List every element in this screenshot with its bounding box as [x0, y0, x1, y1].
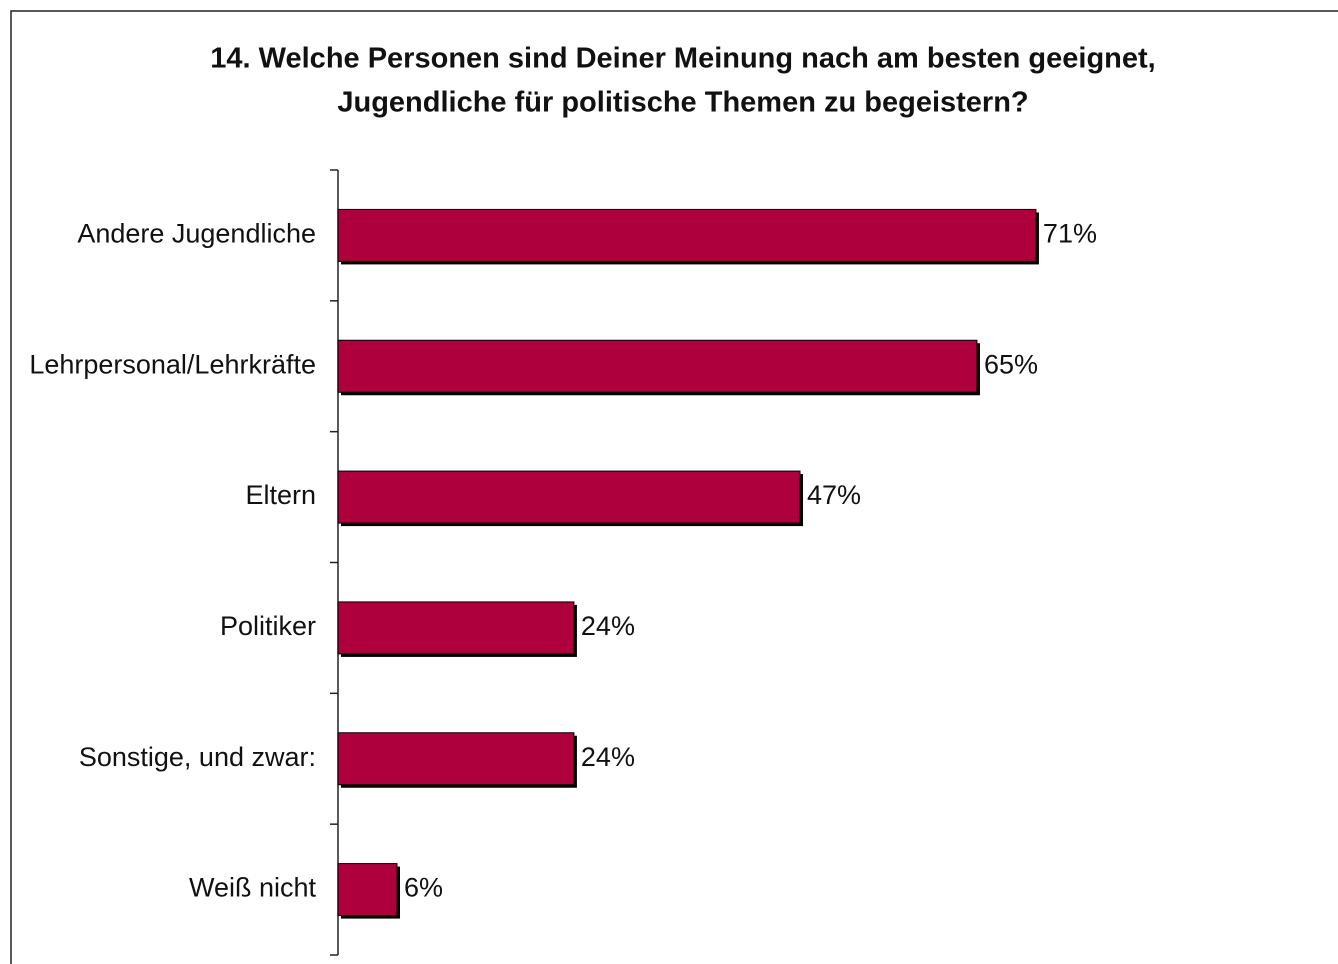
- value-label: 24%: [581, 742, 635, 772]
- frame: [10, 10, 1338, 964]
- value-label: 71%: [1043, 219, 1097, 249]
- bar: [337, 601, 575, 655]
- category-label: Eltern: [245, 480, 316, 510]
- category-label: Weiß nicht: [189, 873, 317, 903]
- value-label: 47%: [807, 480, 861, 510]
- category-label: Politiker: [220, 611, 316, 641]
- value-label: 65%: [984, 349, 1038, 379]
- bar: [337, 470, 801, 524]
- category-label: Lehrpersonal/Lehrkräfte: [29, 349, 316, 379]
- value-label: 24%: [581, 611, 635, 641]
- chart-title: Jugendliche für politische Themen zu beg…: [337, 87, 1028, 119]
- category-label: Sonstige, und zwar:: [79, 742, 316, 772]
- bar: [337, 863, 398, 917]
- bar: [337, 339, 978, 393]
- bar: [337, 732, 575, 786]
- bar: [337, 208, 1037, 262]
- value-label: 6%: [404, 873, 443, 903]
- category-label: Andere Jugendliche: [77, 219, 316, 249]
- chart-title: 14. Welche Personen sind Deiner Meinung …: [210, 43, 1155, 75]
